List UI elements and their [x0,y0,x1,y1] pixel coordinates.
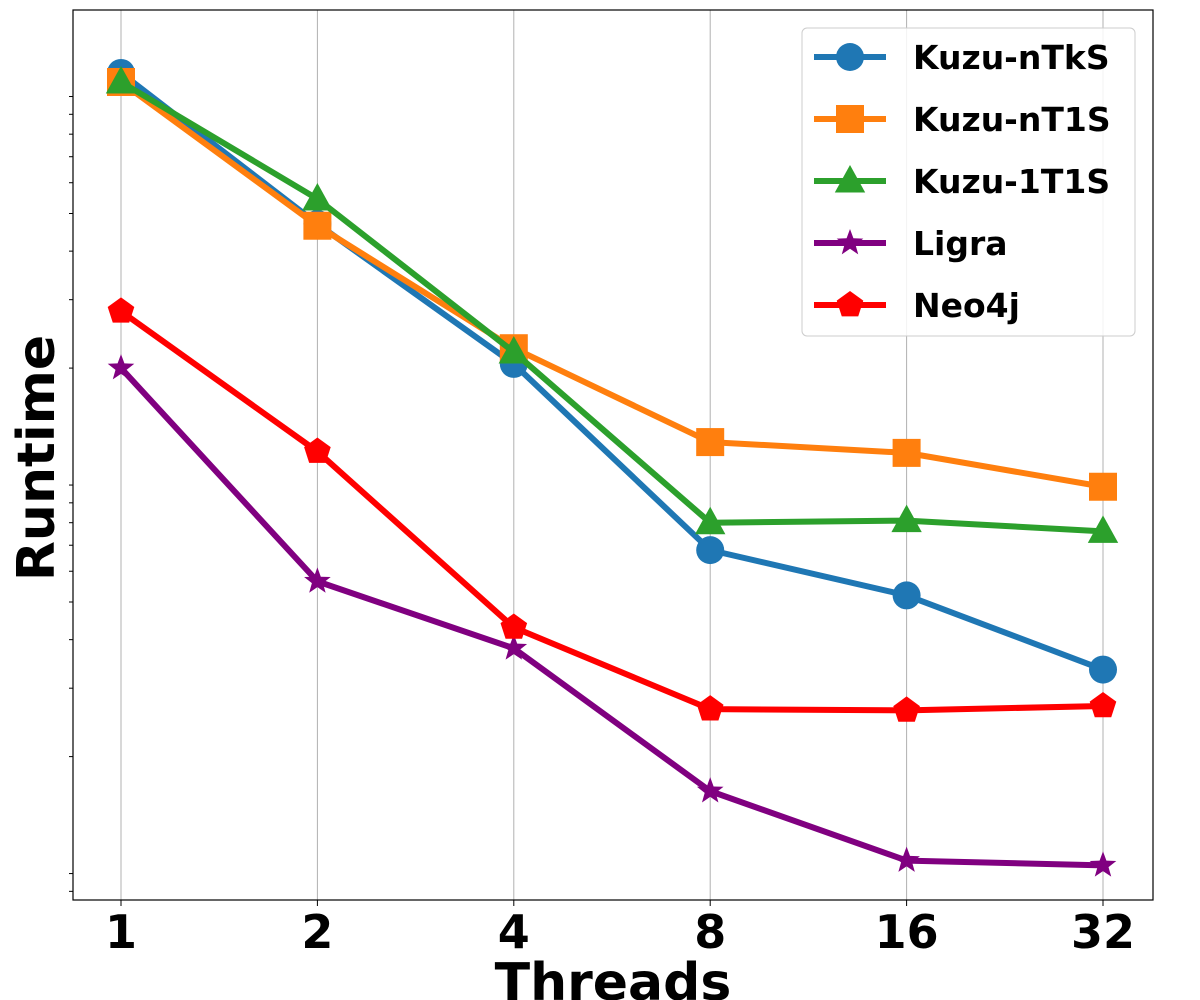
legend-marker-kuzu-1t1s [834,165,866,193]
data-point-kuzu-ntks-8 [696,536,725,565]
data-point-kuzu-ntks-32 [1089,655,1117,684]
legend-label-kuzu-1t1s: Kuzu-1T1S [913,162,1110,201]
x-axis-label: Threads [495,953,732,1000]
data-point-neo4j-4 [500,613,528,639]
legend-marker-kuzu-nt1s [836,105,864,133]
y-axis-label: Runtime [7,335,67,581]
legend-label-kuzu-nt1s: Kuzu-nT1S [913,100,1111,139]
plot-area-frame [72,9,1154,901]
x-tick-label: 2 [301,905,333,959]
x-tick-label: 16 [875,905,939,959]
x-tick-label: 32 [1071,905,1135,959]
legend-marker-neo4j [836,291,864,317]
data-point-neo4j-2 [304,437,331,463]
data-point-kuzu-1t1s-4 [498,336,529,364]
legend-marker-kuzu-ntks [836,43,864,71]
series-line-kuzu-nt1s [118,78,1106,490]
legend-label-ligra: Ligra [913,224,1008,263]
legend-entry-kuzu-ntks: Kuzu-nTkS [814,38,1110,77]
legend-entry-ligra: Ligra [814,224,1008,263]
data-point-ligra-32 [1089,851,1117,877]
legend: Kuzu-nTkS Kuzu-nT1S Kuzu-1T1S Ligra Neo4j [801,27,1136,337]
series-kuzu-1t1s [105,65,1119,543]
legend-box [801,27,1136,337]
series-neo4j [107,297,1117,722]
x-tick-label: 8 [694,905,726,959]
data-point-kuzu-1t1s-16 [891,504,922,533]
data-point-kuzu-ntks-16 [892,581,921,610]
legend-marker-ligra [836,229,864,255]
data-point-ligra-2 [304,567,331,593]
series-ligra [107,354,1117,877]
x-tick-label: 4 [498,905,530,959]
series-line-kuzu-1t1s [118,78,1106,535]
data-point-kuzu-nt1s-32 [1089,472,1117,501]
data-point-neo4j-8 [696,695,724,721]
x-axis-ticks: 1 2 4 8 16 32 [105,900,1135,959]
data-point-kuzu-nt1s-2 [303,211,332,240]
y-minor-ticks [69,96,73,892]
x-tick-label: 1 [105,905,137,959]
series-line-neo4j [118,308,1106,714]
data-point-kuzu-1t1s-2 [302,182,333,211]
data-point-ligra-1 [107,354,135,380]
data-point-ligra-8 [696,777,724,803]
data-point-kuzu-nt1s-8 [696,428,725,457]
series-lines [105,58,1119,877]
data-point-kuzu-1t1s-8 [695,506,726,535]
legend-entry-kuzu-nt1s: Kuzu-nT1S [814,100,1111,139]
data-point-kuzu-1t1s-32 [1087,515,1119,543]
data-point-neo4j-1 [107,297,135,323]
data-point-kuzu-1t1s-1 [105,65,137,94]
legend-entry-neo4j: Neo4j [814,286,1020,325]
legend-label-neo4j: Neo4j [913,286,1020,325]
legend-entry-kuzu-1t1s: Kuzu-1T1S [814,162,1110,201]
data-point-ligra-4 [500,634,528,660]
data-point-neo4j-32 [1089,691,1117,718]
data-point-ligra-16 [893,846,920,872]
data-point-kuzu-nt1s-16 [892,438,921,467]
data-point-neo4j-16 [893,696,920,722]
series-line-ligra [118,365,1106,869]
legend-label-kuzu-ntks: Kuzu-nTkS [913,38,1110,77]
